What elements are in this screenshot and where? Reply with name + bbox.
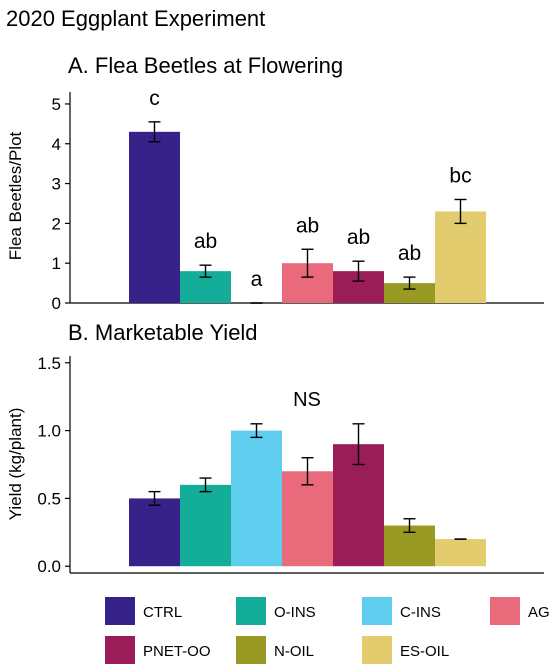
panel-b-title: B. Marketable Yield — [68, 320, 258, 345]
panel-b-ytick-label: 0.5 — [37, 489, 61, 508]
legend-swatch — [236, 597, 266, 625]
panel-b-annotation: NS — [293, 389, 321, 411]
panel-b-bar — [435, 539, 486, 567]
panel-a-ytick-label: 5 — [52, 95, 61, 114]
legend-swatch — [236, 636, 266, 664]
panel-a-ytick-label: 0 — [52, 294, 61, 313]
legend-label: O-INS — [274, 604, 316, 621]
panel-a-ytick-label: 2 — [52, 214, 61, 233]
panel-b-bar — [282, 471, 333, 567]
panel-a-bar — [129, 131, 180, 303]
panel-flea-beetles: A. Flea Beetles at Flowering Flea Beetle… — [6, 53, 544, 313]
legend-swatch — [105, 597, 135, 625]
panel-b-ylabel: Yield (kg/plant) — [6, 408, 25, 521]
panel-a-ytick-label: 3 — [52, 175, 61, 194]
panel-b-bar — [129, 498, 180, 567]
figure-title: 2020 Eggplant Experiment — [6, 6, 265, 31]
panel-b-ytick-label: 0.0 — [37, 557, 61, 576]
panel-a-title: A. Flea Beetles at Flowering — [68, 53, 343, 78]
panel-a-ylabel: Flea Beetles/Plot — [6, 131, 25, 260]
legend-label: C-INS — [400, 604, 441, 621]
panel-a-significance-label: ab — [347, 226, 370, 249]
panel-marketable-yield: B. Marketable Yield Yield (kg/plant) NS … — [6, 320, 544, 576]
panel-a-ytick-label: 4 — [52, 135, 61, 154]
legend-swatch — [105, 636, 135, 664]
panel-a-significance-label: ab — [296, 214, 319, 237]
panel-b-ytick-label: 1.5 — [37, 354, 61, 373]
panel-a-significance-label: ab — [398, 242, 421, 265]
legend-label: AGR-OO — [528, 604, 550, 621]
legend-swatch — [490, 597, 520, 625]
legend-label: ES-OIL — [400, 643, 449, 660]
legend-label: CTRL — [143, 604, 182, 621]
legend-swatch — [362, 636, 392, 664]
panel-a-significance-label: ab — [194, 230, 217, 253]
legend-label: N-OIL — [274, 643, 314, 660]
panel-b-bar — [180, 484, 231, 567]
panel-a-bar — [384, 283, 435, 303]
panel-b-ytick-label: 1.0 — [37, 422, 61, 441]
panel-a-ytick-label: 1 — [52, 254, 61, 273]
legend-label: PNET-OO — [143, 643, 211, 660]
legend-swatch — [362, 597, 392, 625]
panel-a-significance-label: bc — [449, 164, 471, 187]
legend: CTRL O-INS C-INS AGR-OO PNET-OO N-OIL ES-OIL — [105, 597, 550, 664]
panel-a-significance-label: a — [251, 268, 263, 291]
panel-a-bar — [435, 211, 486, 303]
panel-a-significance-label: c — [149, 87, 160, 110]
panel-b-bar — [231, 430, 282, 567]
